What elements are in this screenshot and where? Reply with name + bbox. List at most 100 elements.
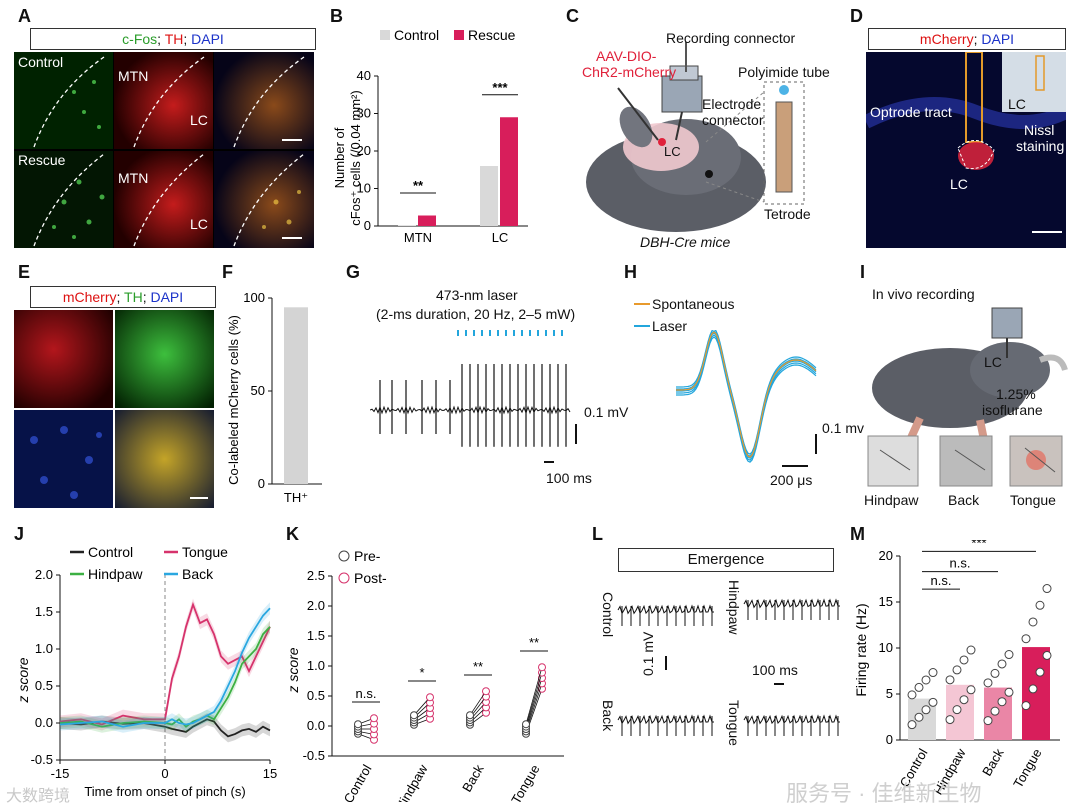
k-x-tick-label: Tongue	[508, 762, 542, 802]
panel-c-schematic: AAV-DIO- ChR2-mCherry Recording connecto…	[566, 22, 846, 252]
k-y-tick-label: -0.5	[303, 748, 325, 763]
m-point	[928, 697, 938, 707]
b-y-tick-label: 40	[357, 68, 371, 83]
panel-d-label: D	[850, 6, 863, 26]
panel-f-chart: 0 50 100 TH⁺ Co-labeled mCherry cells (%)	[226, 280, 336, 520]
m-point	[1042, 650, 1052, 660]
l-trace-tongue: Tongue	[726, 700, 742, 746]
site-back: Back	[948, 492, 980, 508]
j-series-line	[59, 607, 271, 728]
laser-title-2: (2-ms duration, 20 Hz, 2–5 mW)	[376, 306, 576, 322]
m-point	[959, 655, 969, 665]
panel-h-svg	[676, 328, 817, 467]
m-point	[966, 645, 976, 655]
j-x-tick-label: 15	[263, 766, 277, 781]
b-bar	[480, 166, 498, 226]
mice-label: DBH-Cre mice	[640, 234, 731, 250]
k-y-tick-label: 0.5	[307, 688, 325, 703]
panel-e-micrographs	[14, 310, 214, 508]
emergence-box: Emergence	[618, 548, 834, 572]
legend-cfos: c-Fos	[122, 31, 158, 47]
m-point	[959, 695, 969, 705]
watermark-right: 服务号 · 佳维新生物	[786, 781, 982, 806]
nissl-label-1: Nissl	[1024, 122, 1055, 138]
k-pair-line	[525, 672, 543, 727]
k-pair-line	[413, 696, 431, 716]
panel-a-image	[14, 52, 314, 248]
h-laser-waveform	[676, 328, 817, 455]
legend-laser: Laser	[652, 318, 688, 334]
panel-h-label: H	[624, 262, 637, 282]
m-point	[983, 716, 993, 726]
k-sig-text: **	[529, 635, 539, 650]
legend-mcherry-e: mCherry	[62, 289, 117, 305]
h-laser-waveform	[676, 334, 817, 461]
f-y-tick-label: 0	[258, 476, 265, 491]
panel-g-svg	[369, 330, 577, 463]
k-post-point	[426, 693, 434, 702]
k-sig-text: n.s.	[356, 686, 377, 701]
l-trace-control: Control	[600, 592, 616, 638]
panel-k-svg: -0.5 0.0 0.5 1.0 1.5 2.0 2.5 n.s. Control * Hindpa…	[285, 548, 564, 809]
panel-l-label: L	[592, 524, 603, 544]
h-scale-v: 0.1 mv	[822, 420, 865, 436]
m-y-tick-label: 15	[879, 594, 893, 609]
j-legend-label: Control	[88, 544, 133, 560]
h-legend-swatches	[634, 303, 650, 327]
panel-j-svg: -0.5 0.0 0.5 1.0 1.5 2.0 -15 0 15 Control Tongue Hi…	[15, 544, 277, 799]
f-y-tick-label: 50	[251, 383, 265, 398]
j-legend-label: Hindpaw	[88, 566, 143, 582]
h-laser-waveform	[676, 330, 817, 457]
panel-b-chart: 0 10 20 30 40 MTN ** LC *** Control Rescue Number o…	[330, 27, 540, 258]
mtn-label-top: MTN	[118, 68, 149, 84]
k-legend-pre: Pre-	[354, 548, 381, 564]
panel-m-label: M	[850, 524, 865, 544]
mouse-implant-illustration	[586, 42, 805, 232]
panel-l-svg	[617, 598, 840, 736]
k-pre-point	[410, 711, 418, 720]
panel-a-label: A	[18, 6, 31, 26]
b-x-tick-label: LC	[492, 230, 509, 245]
j-y-tick-label: 0.5	[35, 678, 53, 693]
j-ylabel: z score	[15, 657, 31, 703]
g-scale-t: 100 ms	[546, 470, 592, 486]
m-point	[921, 705, 931, 715]
k-sig-text: *	[419, 665, 424, 680]
optrode-label: Optrode tract	[870, 104, 952, 120]
l-trace-back: Back	[600, 700, 616, 732]
j-sem-band	[60, 602, 270, 733]
site-tongue: Tongue	[1010, 492, 1056, 508]
lc-label-c: LC	[664, 144, 681, 159]
k-y-tick-label: 1.0	[307, 658, 325, 673]
m-point	[966, 685, 976, 695]
panel-g-label: G	[346, 262, 361, 282]
l-scale-t: 100 ms	[752, 662, 798, 678]
j-y-tick-label: 2.0	[35, 567, 53, 582]
panel-h-legend: Spontaneous Laser	[628, 292, 748, 341]
panel-e-legend: mCherry; TH; DAPI	[30, 286, 216, 308]
j-series-line	[59, 718, 271, 738]
m-point	[914, 682, 924, 692]
mtn-label-bottom: MTN	[118, 170, 149, 186]
panel-k-chart: -0.5 0.0 0.5 1.0 1.5 2.0 2.5 n.s. Control * Hindpa…	[285, 540, 576, 809]
nissl-label-2: staining	[1016, 138, 1065, 154]
m-y-tick-label: 0	[886, 732, 893, 747]
j-y-tick-label: 1.5	[35, 604, 53, 619]
b-y-tick-label: 0	[364, 218, 371, 233]
b-legend-swatch-rescue	[454, 30, 464, 40]
m-sig-text: n.s.	[950, 556, 971, 571]
virus-label-1: AAV-DIO-	[596, 48, 657, 64]
lc-label-bottom: LC	[190, 216, 208, 232]
b-legend-swatch-control	[380, 30, 390, 40]
legend-dapi: DAPI	[191, 31, 224, 47]
f-y-tick-label: 100	[243, 290, 265, 305]
m-x-tick-label: Tongue	[1010, 746, 1044, 790]
legend-th: TH	[164, 31, 184, 47]
j-y-tick-label: 0.0	[35, 715, 53, 730]
m-y-tick-label: 5	[886, 686, 893, 701]
m-point	[928, 668, 938, 678]
j-legend-label: Tongue	[182, 544, 228, 560]
k-pre-point	[466, 711, 474, 720]
panel-m-chart: 0 5 10 15 20 Control Hindpaw Back Tongue *** n.s. n…	[850, 535, 1076, 807]
